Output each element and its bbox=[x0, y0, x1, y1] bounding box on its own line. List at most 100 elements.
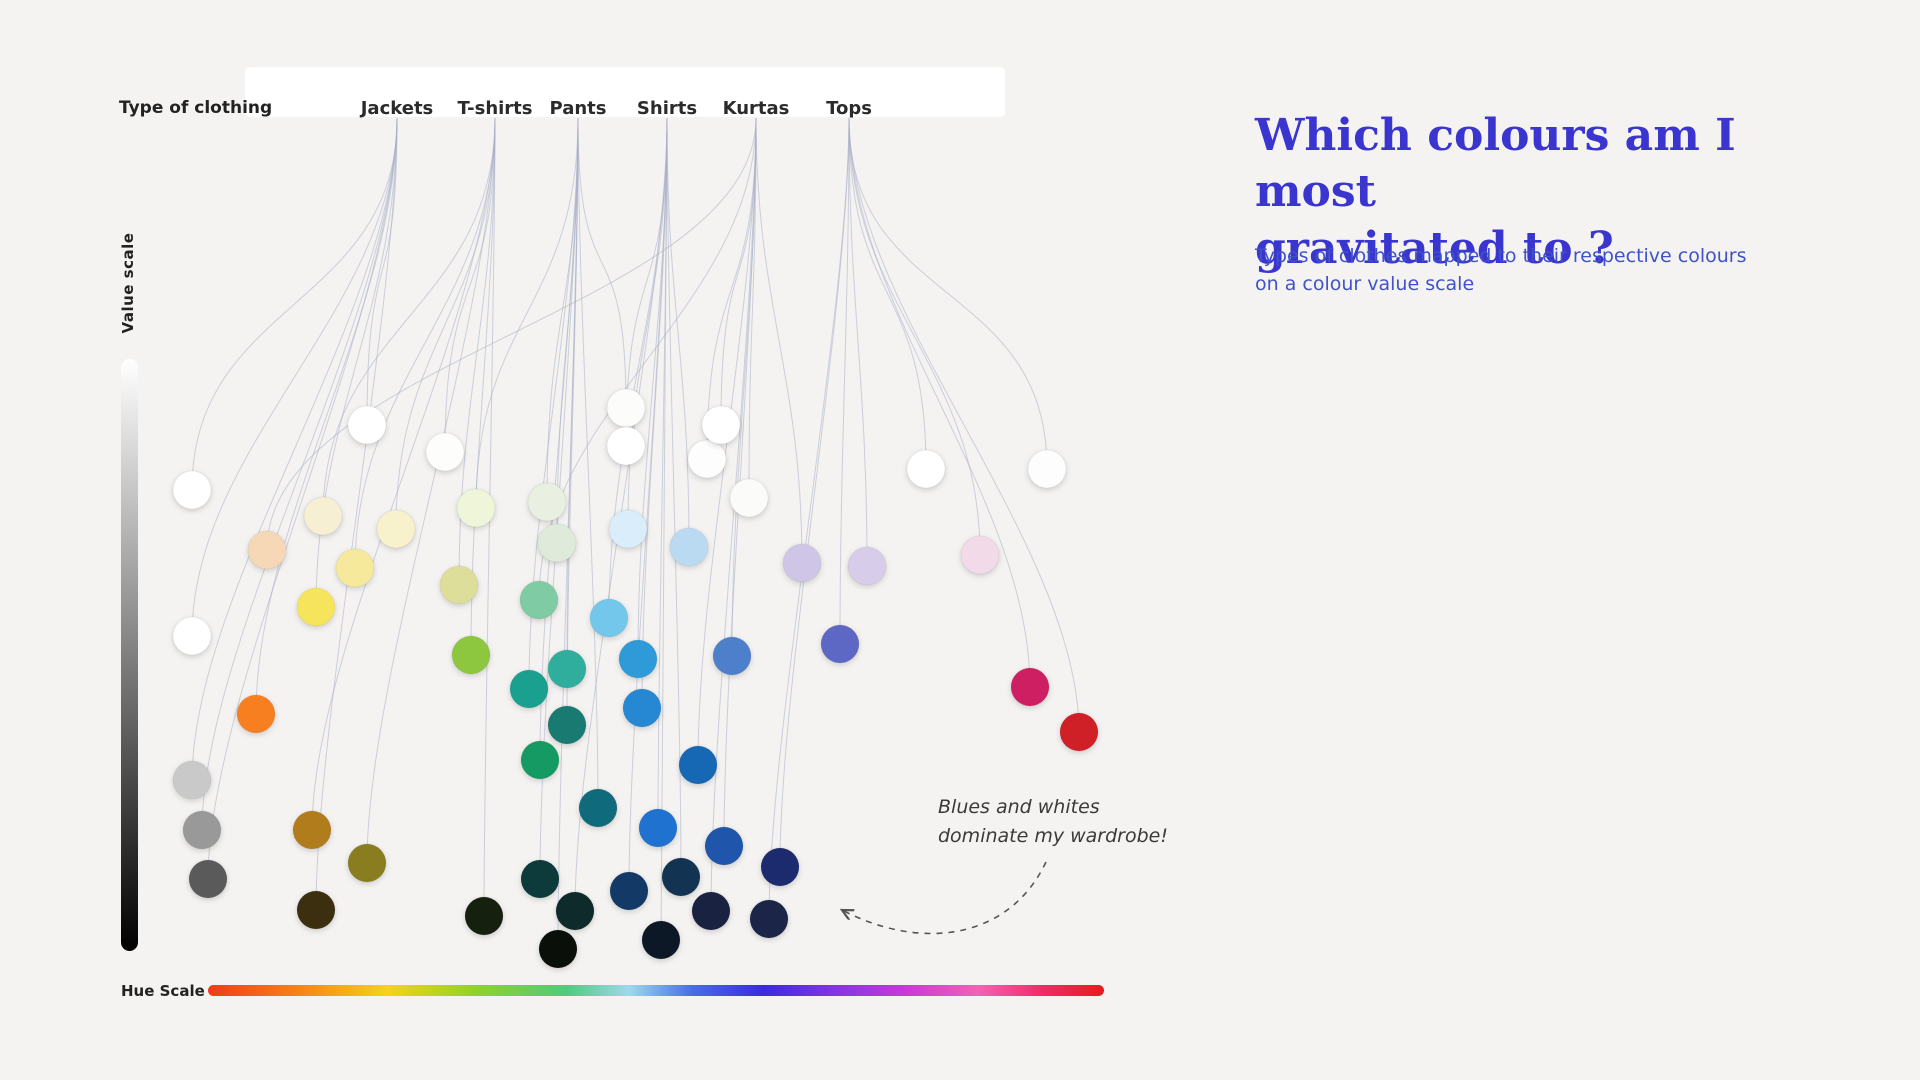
page-title-line1: Which colours am I most bbox=[1255, 110, 1736, 218]
color-dot bbox=[464, 896, 504, 936]
link-curve bbox=[191, 117, 398, 491]
link-curve bbox=[444, 117, 496, 453]
color-dot bbox=[172, 616, 212, 656]
color-dot bbox=[960, 535, 1000, 575]
link-curve bbox=[322, 117, 496, 517]
color-dot bbox=[678, 745, 718, 785]
page-subtitle-line2: on a colour value scale bbox=[1255, 272, 1475, 295]
color-dot bbox=[608, 509, 648, 549]
hue-scale-gradient-bar bbox=[208, 985, 1104, 996]
category-label-t-shirts: T-shirts bbox=[457, 98, 533, 119]
color-dot bbox=[425, 432, 465, 472]
link-curve bbox=[577, 117, 599, 809]
color-dot bbox=[509, 669, 549, 709]
link-curve bbox=[779, 117, 850, 868]
page-subtitle: Types of clothes mapped to their respect… bbox=[1255, 243, 1775, 298]
value-scale-label: Value scale bbox=[119, 232, 137, 334]
link-curve bbox=[266, 117, 757, 551]
link-curve bbox=[848, 117, 981, 556]
color-dot bbox=[760, 847, 800, 887]
color-dot bbox=[376, 509, 416, 549]
color-dot bbox=[906, 449, 946, 489]
link-curve bbox=[201, 117, 398, 831]
link-curve bbox=[366, 117, 398, 426]
color-dot bbox=[335, 548, 375, 588]
type-of-clothing-label: Type of clothing bbox=[119, 98, 273, 118]
link-curve bbox=[395, 117, 496, 530]
color-dot bbox=[527, 482, 567, 522]
color-dot bbox=[729, 478, 769, 518]
link-curve bbox=[755, 117, 803, 564]
color-dot bbox=[247, 530, 287, 570]
link-curve bbox=[538, 117, 757, 601]
category-label-pants: Pants bbox=[549, 98, 607, 119]
color-dot bbox=[704, 826, 744, 866]
annotation-line2: dominate my wardrobe! bbox=[938, 824, 1168, 847]
link-curve bbox=[848, 117, 1048, 470]
color-dot bbox=[547, 705, 587, 745]
page-subtitle-line1: Types of clothes mapped to their respect… bbox=[1255, 245, 1747, 267]
annotation-arrow-icon bbox=[842, 861, 1047, 935]
category-label-shirts: Shirts bbox=[636, 98, 698, 119]
color-dot bbox=[578, 788, 618, 828]
page-title-line2: gravitated to ? bbox=[1255, 222, 1614, 274]
link-curve bbox=[366, 117, 496, 864]
color-dot bbox=[609, 871, 649, 911]
link-curve bbox=[848, 117, 868, 567]
link-curve bbox=[748, 117, 757, 499]
link-curve bbox=[768, 117, 850, 920]
color-dots-layer bbox=[172, 388, 1099, 969]
category-label-tops: Tops bbox=[826, 98, 872, 119]
color-dot bbox=[538, 929, 578, 969]
color-dot bbox=[622, 688, 662, 728]
color-dot bbox=[188, 859, 228, 899]
color-dot bbox=[606, 388, 646, 428]
color-dot bbox=[296, 890, 336, 930]
annotation-text: Blues and whites dominate my wardrobe! bbox=[938, 793, 1218, 850]
link-curve bbox=[848, 117, 1031, 688]
color-dot bbox=[520, 859, 560, 899]
category-label-jackets: Jackets bbox=[360, 98, 434, 119]
color-dot bbox=[638, 808, 678, 848]
color-dot bbox=[701, 405, 741, 445]
color-dot bbox=[1027, 449, 1067, 489]
color-dot bbox=[236, 694, 276, 734]
link-curve bbox=[255, 117, 398, 715]
color-dot bbox=[687, 439, 727, 479]
hue-scale-label: Hue Scale bbox=[121, 982, 205, 1000]
link-curve bbox=[848, 117, 1080, 733]
link-curve bbox=[191, 117, 398, 781]
color-dot bbox=[456, 488, 496, 528]
color-dot bbox=[555, 891, 595, 931]
color-dot bbox=[691, 891, 731, 931]
color-dot bbox=[589, 598, 629, 638]
color-dot bbox=[303, 496, 343, 536]
color-dot bbox=[451, 635, 491, 675]
color-dot bbox=[847, 546, 887, 586]
color-dot bbox=[661, 857, 701, 897]
category-label-kurtas: Kurtas bbox=[722, 98, 790, 119]
page-title: Which colours am I most gravitated to ? bbox=[1255, 108, 1855, 277]
color-dot bbox=[296, 587, 336, 627]
link-curve bbox=[207, 117, 398, 880]
link-curve bbox=[191, 117, 398, 637]
link-curve bbox=[839, 117, 850, 645]
link-curve bbox=[628, 117, 668, 892]
color-dot bbox=[1059, 712, 1099, 752]
category-labels-bar bbox=[245, 67, 1005, 117]
color-dot bbox=[439, 565, 479, 605]
color-dot bbox=[712, 636, 752, 676]
link-curve bbox=[311, 117, 496, 831]
color-dot bbox=[749, 899, 789, 939]
color-dot bbox=[641, 920, 681, 960]
link-curve bbox=[577, 117, 627, 409]
color-dot bbox=[347, 405, 387, 445]
color-dot bbox=[537, 523, 577, 563]
color-dot bbox=[820, 624, 860, 664]
color-dot bbox=[606, 426, 646, 466]
color-dot bbox=[618, 639, 658, 679]
color-dot bbox=[292, 810, 332, 850]
color-dot bbox=[547, 649, 587, 689]
